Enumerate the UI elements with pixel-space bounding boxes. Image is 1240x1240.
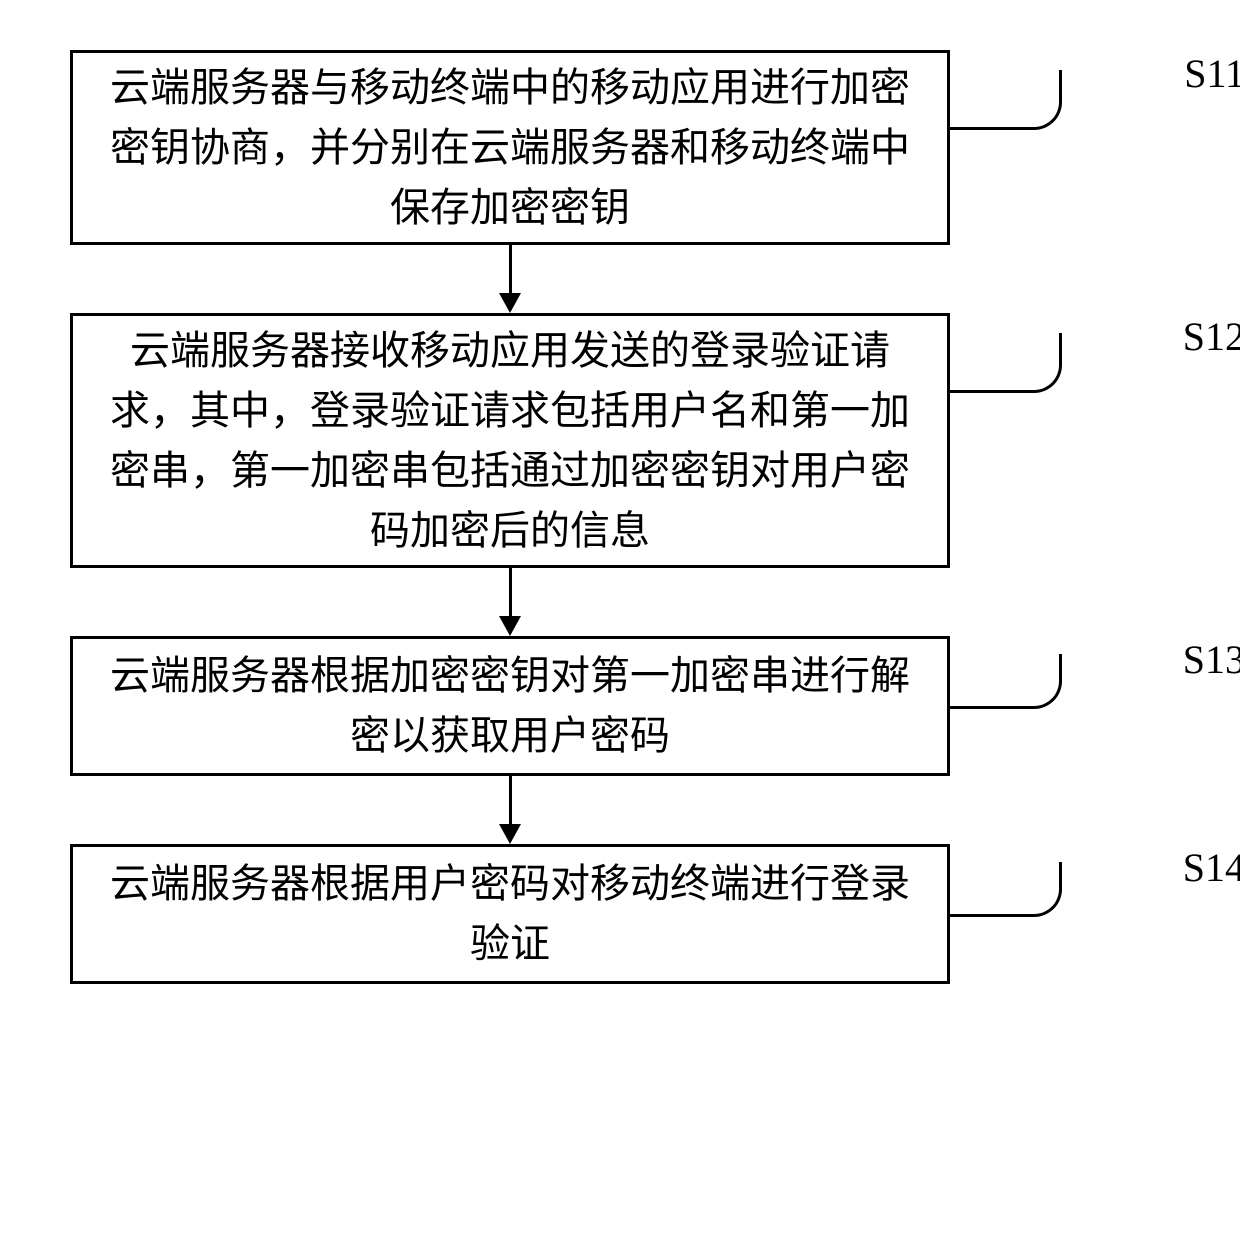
step-connector (947, 654, 1062, 709)
step-text: 云端服务器与移动终端中的移动应用进行加密密钥协商，并分别在云端服务器和移动终端中… (103, 58, 917, 238)
arrow-head-icon (499, 616, 521, 636)
step-box-s120: 云端服务器接收移动应用发送的登录验证请求，其中，登录验证请求包括用户名和第一加密… (70, 313, 950, 568)
flow-arrow (70, 245, 950, 313)
arrow-line (509, 245, 512, 293)
flowchart-step: 云端服务器接收移动应用发送的登录验证请求，其中，登录验证请求包括用户名和第一加密… (70, 313, 1170, 568)
flowchart-step: 云端服务器与移动终端中的移动应用进行加密密钥协商，并分别在云端服务器和移动终端中… (70, 50, 1170, 245)
step-label: S120 (1183, 313, 1240, 360)
flowchart-step: 云端服务器根据用户密码对移动终端进行登录验证 S140 (70, 844, 1170, 984)
step-connector (947, 70, 1062, 130)
flowchart-container: 云端服务器与移动终端中的移动应用进行加密密钥协商，并分别在云端服务器和移动终端中… (70, 50, 1170, 984)
arrow-line (509, 776, 512, 824)
step-box-s110: 云端服务器与移动终端中的移动应用进行加密密钥协商，并分别在云端服务器和移动终端中… (70, 50, 950, 245)
step-text: 云端服务器根据加密密钥对第一加密串进行解密以获取用户密码 (103, 646, 917, 766)
arrow-head-icon (499, 293, 521, 313)
flow-arrow (70, 568, 950, 636)
step-text: 云端服务器接收移动应用发送的登录验证请求，其中，登录验证请求包括用户名和第一加密… (103, 321, 917, 561)
step-label: S140 (1183, 844, 1240, 891)
arrow-head-icon (499, 824, 521, 844)
step-connector (947, 862, 1062, 917)
step-label: S110 (1184, 50, 1240, 97)
step-connector (947, 333, 1062, 393)
step-text: 云端服务器根据用户密码对移动终端进行登录验证 (103, 854, 917, 974)
step-label: S130 (1183, 636, 1240, 683)
flowchart-step: 云端服务器根据加密密钥对第一加密串进行解密以获取用户密码 S130 (70, 636, 1170, 776)
step-box-s130: 云端服务器根据加密密钥对第一加密串进行解密以获取用户密码 (70, 636, 950, 776)
flow-arrow (70, 776, 950, 844)
arrow-line (509, 568, 512, 616)
step-box-s140: 云端服务器根据用户密码对移动终端进行登录验证 (70, 844, 950, 984)
